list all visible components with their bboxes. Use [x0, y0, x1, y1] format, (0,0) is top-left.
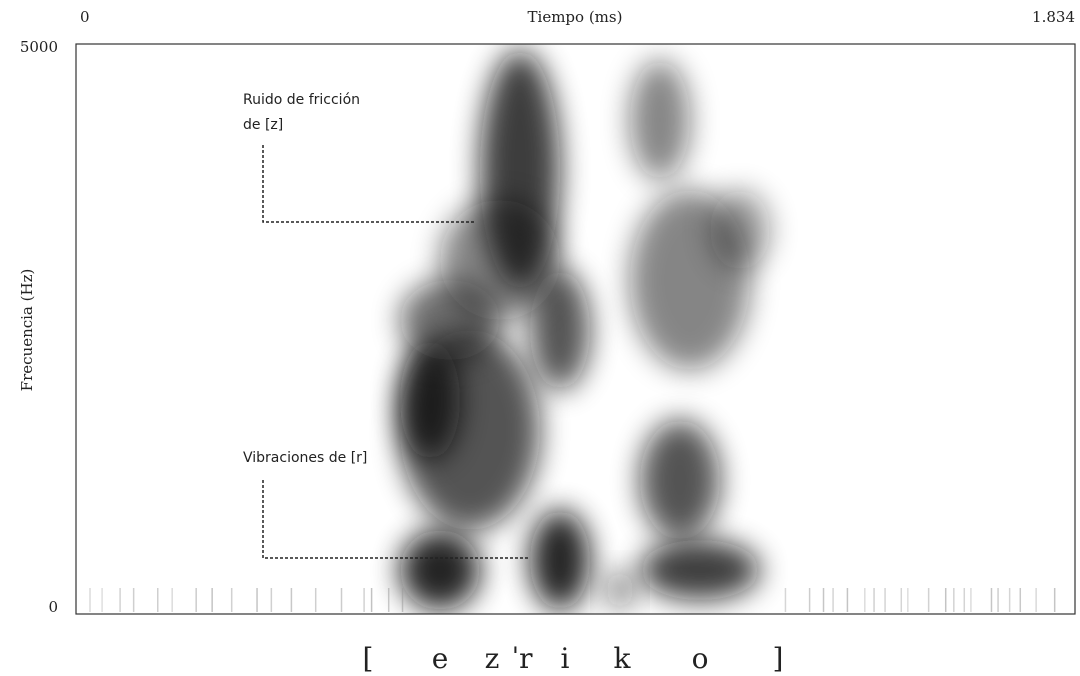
spectrogram: [89, 44, 1056, 614]
spectral-energy: [530, 270, 590, 390]
spectral-energy: [710, 190, 770, 270]
transcription-segment: e: [432, 642, 449, 675]
spectral-energy: [640, 540, 760, 600]
spectral-energy: [530, 510, 590, 610]
spectral-energy: [400, 340, 460, 460]
y-axis-label: Frecuencia (Hz): [18, 269, 36, 392]
annotation: Vibraciones de [r]: [243, 450, 367, 466]
transcription-segment: i: [561, 642, 570, 675]
transcription-segment: z: [485, 642, 500, 675]
transcription-segment: ˈr: [511, 642, 533, 675]
annotation-line: [262, 145, 475, 223]
y-tick-label: 5000: [20, 38, 58, 56]
x-tick-label: 1.834: [1032, 8, 1075, 26]
spectral-energy: [605, 570, 635, 610]
transcription-segment: [: [363, 642, 374, 675]
transcription-segment: o: [692, 642, 709, 675]
plot-frame: [75, 43, 1076, 615]
y-tick-label: 0: [48, 598, 58, 616]
annotation: de [z]: [243, 117, 283, 133]
annotation-line: [262, 480, 528, 559]
spectral-energy: [440, 200, 560, 320]
annotation: Ruido de fricción: [243, 92, 360, 108]
transcription-segment: ]: [773, 642, 784, 675]
x-axis-label: Tiempo (ms): [528, 8, 623, 26]
x-tick-label: 0: [80, 8, 90, 26]
transcription-segment: k: [614, 642, 632, 675]
